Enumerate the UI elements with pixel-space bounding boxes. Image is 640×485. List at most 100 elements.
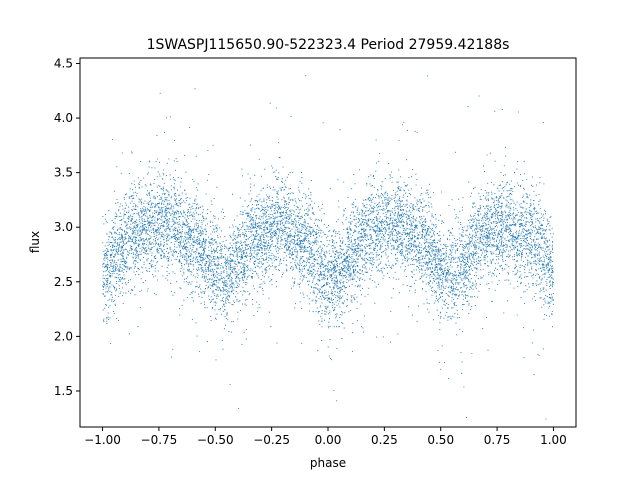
data-point bbox=[281, 230, 283, 233]
data-point bbox=[168, 199, 170, 201]
data-point bbox=[479, 219, 481, 221]
data-point bbox=[467, 265, 470, 267]
data-point bbox=[167, 258, 169, 260]
data-point bbox=[192, 231, 195, 234]
data-point bbox=[327, 305, 329, 307]
data-point bbox=[130, 238, 132, 240]
data-point bbox=[446, 302, 448, 304]
data-point bbox=[526, 196, 528, 198]
data-point bbox=[485, 228, 487, 230]
data-point bbox=[275, 281, 277, 283]
data-point bbox=[535, 263, 537, 265]
data-point bbox=[177, 205, 179, 207]
data-point bbox=[468, 303, 470, 305]
data-point bbox=[549, 280, 551, 282]
data-point bbox=[265, 240, 267, 242]
data-point bbox=[129, 245, 131, 247]
data-point bbox=[103, 253, 105, 256]
data-point bbox=[509, 231, 511, 233]
data-point bbox=[210, 241, 212, 243]
data-point bbox=[289, 217, 291, 219]
data-point bbox=[129, 226, 131, 228]
data-point bbox=[224, 280, 226, 282]
data-point bbox=[163, 241, 165, 244]
data-point bbox=[397, 221, 399, 224]
data-point bbox=[118, 269, 120, 271]
data-point bbox=[307, 207, 309, 209]
data-point bbox=[305, 239, 307, 242]
data-point bbox=[235, 246, 237, 248]
data-point bbox=[548, 221, 550, 223]
data-point bbox=[107, 299, 109, 301]
data-point bbox=[370, 260, 372, 262]
data-point bbox=[271, 228, 273, 230]
data-point bbox=[236, 275, 238, 277]
data-point bbox=[377, 220, 379, 222]
data-point bbox=[177, 231, 179, 233]
data-point bbox=[208, 287, 210, 289]
data-point bbox=[109, 245, 111, 247]
data-point bbox=[355, 280, 357, 283]
data-point bbox=[464, 254, 466, 257]
data-point bbox=[517, 221, 519, 223]
data-point bbox=[326, 282, 328, 284]
data-point bbox=[321, 236, 323, 238]
data-point bbox=[134, 231, 136, 233]
data-point bbox=[524, 224, 526, 226]
data-point bbox=[107, 269, 109, 271]
data-point bbox=[312, 292, 314, 294]
data-point bbox=[441, 270, 444, 273]
data-point bbox=[390, 214, 392, 216]
data-point bbox=[171, 254, 173, 256]
data-point bbox=[208, 278, 210, 280]
data-point bbox=[421, 210, 424, 212]
data-point bbox=[484, 244, 486, 246]
data-point bbox=[537, 253, 539, 255]
data-point bbox=[252, 221, 254, 223]
data-point bbox=[289, 235, 291, 237]
data-point bbox=[496, 229, 498, 231]
data-point bbox=[451, 307, 453, 309]
data-point bbox=[372, 210, 374, 212]
data-point bbox=[153, 243, 155, 245]
data-point bbox=[496, 237, 498, 239]
data-point bbox=[545, 237, 547, 239]
data-point bbox=[405, 250, 407, 252]
data-point bbox=[291, 221, 293, 223]
data-point bbox=[498, 239, 501, 241]
data-point bbox=[281, 263, 283, 265]
data-point bbox=[215, 289, 217, 291]
data-point bbox=[124, 222, 126, 224]
data-point bbox=[354, 249, 356, 251]
data-point bbox=[355, 218, 357, 221]
data-point bbox=[381, 226, 383, 228]
data-point bbox=[262, 217, 264, 219]
data-point bbox=[406, 234, 408, 236]
data-point bbox=[307, 274, 309, 276]
data-point bbox=[141, 218, 143, 220]
data-point bbox=[218, 258, 220, 260]
data-point bbox=[186, 215, 188, 217]
data-point bbox=[375, 251, 377, 253]
data-point bbox=[205, 228, 207, 230]
data-point bbox=[458, 260, 461, 262]
data-point bbox=[310, 253, 312, 255]
data-point bbox=[191, 232, 193, 234]
data-point bbox=[104, 256, 106, 258]
data-point bbox=[452, 234, 454, 236]
data-point bbox=[219, 236, 221, 238]
data-point bbox=[233, 284, 235, 286]
data-point bbox=[139, 259, 141, 262]
data-point bbox=[411, 275, 413, 278]
data-point bbox=[266, 246, 269, 248]
data-point bbox=[347, 235, 349, 237]
data-point bbox=[413, 231, 415, 233]
data-point bbox=[196, 281, 198, 283]
data-point bbox=[482, 194, 485, 197]
data-point bbox=[310, 231, 312, 233]
data-point bbox=[130, 151, 132, 153]
data-point bbox=[209, 269, 211, 271]
data-point bbox=[531, 224, 533, 226]
data-point bbox=[282, 229, 284, 231]
data-point bbox=[531, 229, 533, 232]
